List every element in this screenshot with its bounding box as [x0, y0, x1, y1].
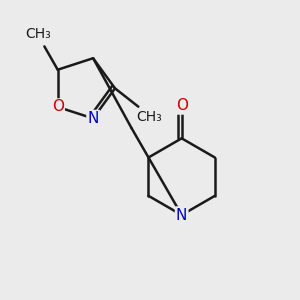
Text: O: O [52, 99, 64, 114]
Text: CH₃: CH₃ [26, 27, 51, 40]
Text: O: O [176, 98, 188, 113]
Text: CH₃: CH₃ [136, 110, 162, 124]
Text: N: N [176, 208, 188, 223]
Text: N: N [87, 111, 99, 126]
